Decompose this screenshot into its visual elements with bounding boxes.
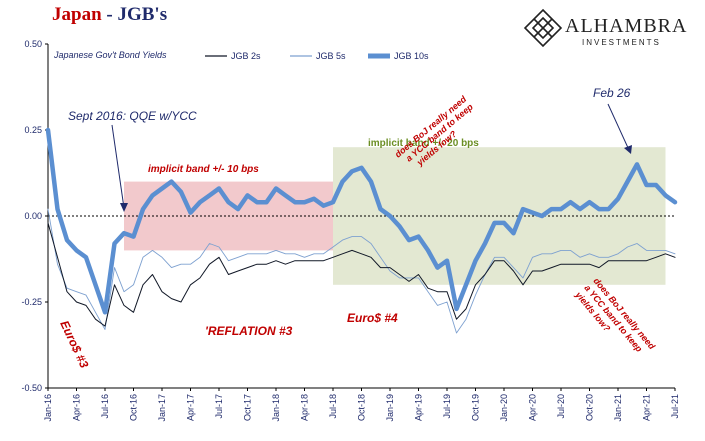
x-tick-label: Oct-17	[243, 394, 253, 421]
diamond-lattice-icon	[523, 8, 563, 48]
legend-label: JGB 10s	[394, 51, 429, 61]
x-tick-label: Apr-16	[72, 394, 82, 421]
chart-title: Japan - JGB's	[52, 4, 167, 26]
x-tick-label: Jan-16	[43, 394, 53, 422]
title-country: Japan	[52, 4, 102, 25]
x-tick-label: Jan-20	[499, 394, 509, 422]
series-line-jgb-10s	[45, 127, 678, 315]
x-tick-label: Apr-17	[186, 394, 196, 421]
x-tick-label: Jan-18	[271, 394, 281, 422]
annotation-band-20: implicit band +/- 20 bps	[368, 138, 479, 149]
annotation-arrowhead-qqe	[120, 203, 128, 212]
x-tick-label: Oct-20	[585, 394, 595, 421]
annotation-arrowhead-feb26	[624, 145, 632, 154]
logo-subtitle: INVESTMENTS	[582, 38, 661, 47]
y-tick-label: 0.00	[24, 211, 42, 221]
x-tick-label: Jan-17	[157, 394, 167, 422]
x-tick-label: Jan-19	[385, 394, 395, 422]
x-tick-label: Apr-18	[300, 394, 310, 421]
legend-label: JGB 2s	[231, 51, 261, 61]
x-tick-label: Oct-18	[357, 394, 367, 421]
series-line-jgb-2s	[47, 222, 676, 327]
y-tick-label: 0.50	[24, 39, 42, 49]
x-tick-label: Apr-19	[414, 394, 424, 421]
x-tick-label: Jul-16	[100, 394, 110, 419]
x-tick-label: Jul-20	[556, 394, 566, 419]
x-tick-label: Oct-19	[471, 394, 481, 421]
y-tick-label: -0.25	[21, 297, 42, 307]
x-tick-label: Jan-21	[613, 394, 623, 422]
x-tick-label: Apr-20	[528, 394, 538, 421]
x-tick-label: Jul-17	[214, 394, 224, 419]
x-tick-label: Jul-18	[328, 394, 338, 419]
annotation-arrow-qqe	[111, 124, 125, 209]
chart-subtitle: Japanese Gov't Bond Yields	[53, 50, 167, 60]
annotation-band-10: implicit band +/- 10 bps	[148, 164, 259, 175]
annotation-euro3: Euro$ #3	[57, 318, 91, 370]
title-subject: - JGB's	[101, 4, 168, 25]
x-tick-label: Oct-16	[129, 394, 139, 421]
x-tick-label: Jul-19	[442, 394, 452, 419]
logo-name: ALHAMBRA	[565, 15, 688, 37]
band-rect-1	[333, 147, 666, 285]
y-tick-label: -0.50	[21, 383, 42, 393]
annotation-qqe-ycc: Sept 2016: QQE w/YCC	[68, 109, 197, 123]
series-line-jgb-5s	[47, 208, 676, 334]
annotation-feb26: Feb 26	[593, 86, 631, 100]
annotation-euro4: Euro$ #4	[347, 311, 398, 325]
legend-label: JGB 5s	[316, 51, 346, 61]
annotation-arrow-feb26	[607, 103, 630, 151]
annotation-reflation3: 'REFLATION #3	[205, 324, 293, 338]
x-tick-label: Apr-21	[642, 394, 652, 421]
x-tick-label: Jul-21	[670, 394, 680, 419]
y-tick-label: 0.25	[24, 125, 42, 135]
